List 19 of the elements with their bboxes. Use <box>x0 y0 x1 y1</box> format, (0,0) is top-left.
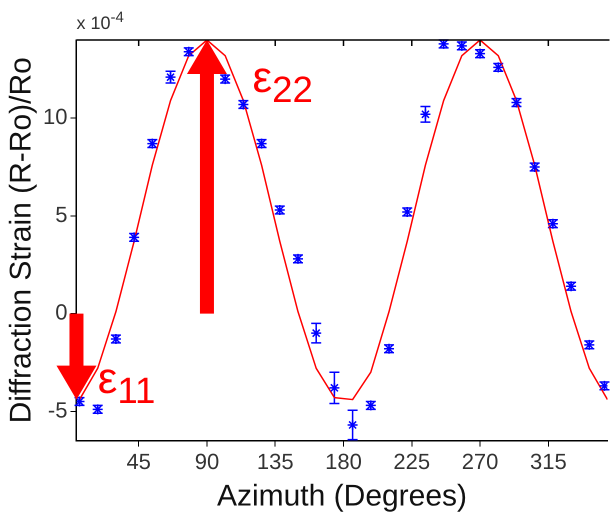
x-tick-label: 90 <box>194 448 220 474</box>
y-tick-label: -5 <box>48 397 68 422</box>
x-tick-label: 180 <box>325 448 362 474</box>
annotation: ε$_{22}$ <box>252 52 313 110</box>
x-tick-label: 225 <box>393 448 430 474</box>
text: x 10$^{-4}$ <box>76 9 124 33</box>
point <box>310 327 322 339</box>
y-tick-label: 5 <box>55 202 68 227</box>
x-tick-label: 270 <box>462 448 498 474</box>
x-tick-label: 135 <box>256 448 294 474</box>
x-tick-label: 45 <box>126 448 151 474</box>
x-axis-title: Azimuth (Degrees) <box>216 479 468 512</box>
x-tick-label: 315 <box>530 448 567 474</box>
y-tick-label: 10 <box>42 104 68 130</box>
annotation: ε$_{11}$ <box>98 354 156 410</box>
point <box>328 382 340 394</box>
y-axis-title: Diffraction Strain (R-Ro)/Ro <box>4 57 38 424</box>
point <box>346 419 358 431</box>
y-tick-label: 0 <box>55 300 68 325</box>
